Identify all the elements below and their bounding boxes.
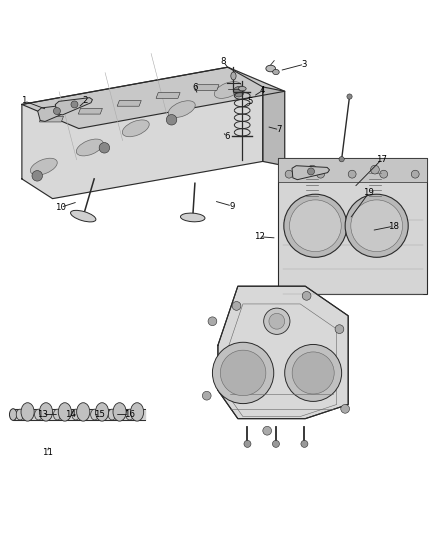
- Circle shape: [317, 170, 325, 178]
- Ellipse shape: [272, 69, 279, 75]
- Ellipse shape: [35, 409, 42, 420]
- Circle shape: [285, 170, 293, 178]
- Bar: [278, 158, 427, 294]
- Circle shape: [71, 101, 78, 108]
- Circle shape: [301, 440, 308, 447]
- Polygon shape: [156, 93, 180, 98]
- Ellipse shape: [58, 403, 71, 421]
- Ellipse shape: [231, 72, 236, 80]
- Circle shape: [335, 325, 344, 334]
- Text: 18: 18: [388, 222, 399, 231]
- Text: 7: 7: [277, 125, 282, 134]
- Polygon shape: [263, 87, 285, 166]
- Text: 1: 1: [21, 96, 27, 106]
- Circle shape: [244, 440, 251, 447]
- Text: 8: 8: [221, 57, 226, 66]
- Text: 17: 17: [376, 155, 388, 164]
- Text: 16: 16: [124, 410, 135, 419]
- Circle shape: [345, 194, 408, 257]
- Ellipse shape: [77, 403, 90, 421]
- Circle shape: [371, 165, 379, 174]
- Polygon shape: [218, 286, 348, 418]
- Text: 11: 11: [42, 448, 53, 457]
- Circle shape: [208, 317, 217, 326]
- Ellipse shape: [91, 409, 99, 420]
- Circle shape: [341, 405, 350, 413]
- Ellipse shape: [72, 409, 80, 420]
- Ellipse shape: [131, 403, 144, 421]
- Text: 6: 6: [192, 83, 198, 92]
- Circle shape: [292, 352, 334, 394]
- Circle shape: [272, 440, 279, 447]
- Polygon shape: [195, 85, 219, 91]
- Text: 12: 12: [254, 232, 265, 241]
- Text: 10: 10: [55, 203, 66, 212]
- Circle shape: [166, 115, 177, 125]
- Circle shape: [233, 86, 244, 97]
- Circle shape: [307, 168, 314, 175]
- Text: 2: 2: [83, 96, 88, 106]
- Ellipse shape: [95, 403, 109, 421]
- Ellipse shape: [180, 213, 205, 222]
- Circle shape: [264, 308, 290, 334]
- Text: 4: 4: [260, 86, 265, 95]
- Bar: [278, 158, 427, 182]
- Circle shape: [269, 313, 285, 329]
- Circle shape: [339, 157, 344, 162]
- Circle shape: [263, 426, 272, 435]
- Text: 3: 3: [302, 60, 307, 69]
- Ellipse shape: [168, 101, 195, 118]
- Text: 19: 19: [364, 189, 374, 197]
- Polygon shape: [292, 166, 329, 180]
- Circle shape: [302, 292, 311, 300]
- Ellipse shape: [16, 409, 24, 420]
- Polygon shape: [117, 101, 141, 106]
- Polygon shape: [38, 104, 75, 122]
- Circle shape: [411, 170, 419, 178]
- Circle shape: [99, 142, 110, 153]
- Circle shape: [380, 170, 388, 178]
- Ellipse shape: [39, 403, 53, 421]
- Circle shape: [285, 344, 342, 401]
- Ellipse shape: [266, 65, 276, 72]
- Polygon shape: [39, 116, 64, 122]
- Polygon shape: [55, 98, 92, 115]
- Ellipse shape: [53, 409, 61, 420]
- Circle shape: [284, 194, 347, 257]
- Ellipse shape: [21, 403, 34, 421]
- Circle shape: [308, 165, 317, 174]
- Text: 6: 6: [224, 132, 230, 141]
- Polygon shape: [78, 108, 102, 114]
- Ellipse shape: [214, 82, 241, 99]
- Ellipse shape: [30, 158, 57, 175]
- Circle shape: [290, 200, 341, 252]
- Text: 13: 13: [37, 410, 49, 419]
- Circle shape: [351, 200, 403, 252]
- Ellipse shape: [122, 120, 149, 137]
- Circle shape: [347, 94, 352, 99]
- Ellipse shape: [71, 211, 96, 222]
- Circle shape: [232, 302, 241, 310]
- Text: 5: 5: [248, 98, 253, 106]
- Circle shape: [202, 391, 211, 400]
- Polygon shape: [22, 67, 285, 128]
- Circle shape: [220, 350, 266, 395]
- Circle shape: [348, 170, 356, 178]
- Ellipse shape: [238, 86, 246, 91]
- Text: 14: 14: [65, 410, 77, 419]
- Text: 15: 15: [94, 410, 106, 419]
- Ellipse shape: [76, 139, 103, 156]
- Circle shape: [212, 342, 274, 403]
- Circle shape: [53, 108, 60, 115]
- Text: 9: 9: [230, 201, 235, 211]
- Polygon shape: [22, 67, 263, 199]
- Ellipse shape: [126, 409, 134, 420]
- Ellipse shape: [108, 409, 116, 420]
- Ellipse shape: [10, 409, 17, 421]
- Ellipse shape: [113, 403, 126, 421]
- Circle shape: [32, 171, 42, 181]
